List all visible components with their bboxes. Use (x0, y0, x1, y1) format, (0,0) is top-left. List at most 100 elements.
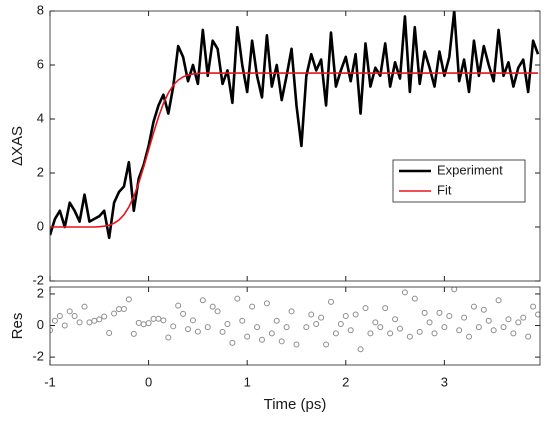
residual-point (337, 320, 344, 327)
residual-point (111, 310, 118, 317)
residual-point (342, 313, 349, 320)
residual-point (106, 329, 113, 336)
residual-point (288, 308, 295, 315)
y-tick-label: 8 (37, 2, 44, 17)
axes-frame (49, 286, 541, 366)
residual-point (194, 328, 201, 335)
residual-point (160, 317, 167, 324)
residual-point (189, 317, 196, 324)
y-tick-label: 0 (37, 317, 44, 332)
residual-point (140, 321, 147, 328)
residual-point (510, 330, 517, 337)
residual-point (96, 316, 103, 323)
residual-point (135, 319, 142, 326)
residual-point (214, 308, 221, 315)
residual-point (50, 327, 53, 334)
residual-point (525, 333, 532, 340)
residual-point (352, 311, 359, 318)
residual-point (456, 327, 463, 334)
residual-point (530, 303, 537, 310)
residual-point (299, 366, 304, 371)
residual-point (367, 330, 374, 337)
residual-point (185, 326, 192, 333)
residual-point (101, 313, 108, 320)
residual-point (426, 319, 433, 326)
residual-point (411, 295, 418, 302)
y-tick-label: 2 (37, 164, 44, 179)
residual-point (51, 317, 58, 324)
y-tick-label: 0 (37, 218, 44, 233)
residual-point (362, 305, 369, 312)
residual-point (229, 339, 236, 346)
residual-point (209, 303, 216, 310)
residual-point (480, 306, 487, 313)
residual-point (466, 333, 473, 340)
residual-point (490, 327, 497, 334)
legend-label: Fit (437, 182, 452, 197)
residual-point (66, 308, 73, 315)
residual-point (535, 311, 540, 318)
residual-point (116, 306, 123, 313)
plot-area (50, 287, 540, 371)
legend-label: Experiment (437, 162, 503, 177)
legend-box (392, 159, 526, 203)
residual-point (397, 325, 403, 332)
residual-point (249, 303, 256, 310)
residual-point (475, 324, 482, 331)
y-axis-label: Res (9, 313, 26, 340)
residual-point (175, 302, 182, 309)
residual-point (165, 334, 172, 341)
y-tick-label: -2 (32, 349, 44, 364)
y-axis-label: ΔXAS (9, 126, 26, 166)
residual-point (313, 320, 320, 327)
data-line (50, 11, 540, 240)
residual-point (520, 314, 527, 321)
residual-point (461, 314, 468, 321)
residual-point (268, 330, 275, 337)
residual-point (318, 314, 325, 321)
residual-point (56, 313, 63, 320)
residual-point (170, 323, 177, 330)
residual-point (283, 324, 290, 331)
y-tick-label: 4 (37, 110, 44, 125)
residual-point (199, 297, 206, 304)
x-tick-label: 2 (342, 374, 349, 389)
residual-point (382, 305, 389, 312)
plot-area (50, 11, 540, 240)
data-line (50, 72, 539, 228)
residual-point (357, 346, 364, 353)
residual-point (244, 333, 251, 340)
y-tick-label: -2 (32, 272, 44, 287)
residual-point (505, 316, 512, 323)
residual-point (293, 341, 300, 348)
residual-point (401, 289, 408, 296)
residual-point (303, 324, 310, 331)
residual-point (323, 341, 330, 348)
residual-point (436, 309, 443, 316)
residual-point (71, 313, 78, 320)
residual-point (495, 297, 502, 304)
residual-point (91, 317, 98, 324)
residual-point (120, 305, 127, 312)
residual-point (500, 324, 507, 331)
residual-point (308, 311, 315, 318)
residual-point (347, 327, 354, 334)
residual-point (485, 317, 492, 324)
residual-point (224, 320, 231, 327)
x-axis-label: Time (ps) (264, 396, 327, 413)
residual-point (180, 310, 187, 317)
residual-point (76, 319, 83, 326)
residual-point (406, 333, 413, 340)
residual-point (392, 316, 399, 323)
residual-point (204, 324, 211, 331)
residual-point (258, 336, 265, 343)
residual-point (145, 320, 152, 327)
x-tick-label: 1 (244, 374, 251, 389)
residual-point (431, 330, 438, 337)
x-tick-label: 3 (441, 374, 448, 389)
residual-point (470, 303, 477, 310)
x-tick-label: -1 (44, 374, 56, 389)
residual-point (451, 287, 458, 293)
residual-point (327, 298, 334, 305)
